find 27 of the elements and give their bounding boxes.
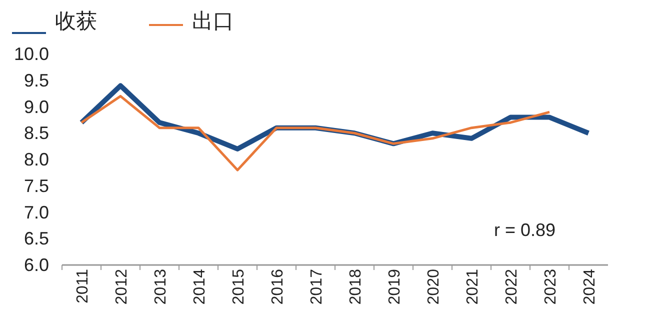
x-tick-label: 2018 xyxy=(348,268,364,305)
x-tick-label: 2012 xyxy=(114,268,130,305)
x-tick-label: 2020 xyxy=(426,268,442,305)
x-tick-label: 2016 xyxy=(270,268,286,305)
line-series xyxy=(80,94,551,172)
y-tick-label: 6.0 xyxy=(24,255,49,275)
legend-label: 收获 xyxy=(55,10,97,33)
legend-label: 出口 xyxy=(192,10,234,33)
x-tick-label: 2015 xyxy=(230,268,248,305)
y-tick-label: 8.5 xyxy=(24,123,49,144)
x-tick-label: 2011 xyxy=(74,268,92,304)
annotation: r = 0.89 xyxy=(494,220,556,240)
x-tick-label: 2022 xyxy=(504,268,520,305)
y-tick-label: 10.0 xyxy=(14,44,49,64)
x-tick-label: 2019 xyxy=(386,268,404,305)
y-tick-label: 9.5 xyxy=(24,70,49,90)
x-tick-label: 2017 xyxy=(308,268,326,305)
y-tick-label: 9.0 xyxy=(24,96,49,117)
x-tick-label: 2013 xyxy=(152,268,170,305)
x-tick-label: 2021 xyxy=(464,268,482,305)
y-tick-label: 7.0 xyxy=(24,202,49,222)
x-tick-label: 2014 xyxy=(192,268,208,305)
y-tick-label: 7.5 xyxy=(24,176,49,196)
y-tick-label: 6.5 xyxy=(24,228,49,249)
y-tick-label: 8.0 xyxy=(24,150,49,170)
x-tick-label: 2024 xyxy=(582,268,598,305)
x-tick-label: 2023 xyxy=(542,268,560,305)
